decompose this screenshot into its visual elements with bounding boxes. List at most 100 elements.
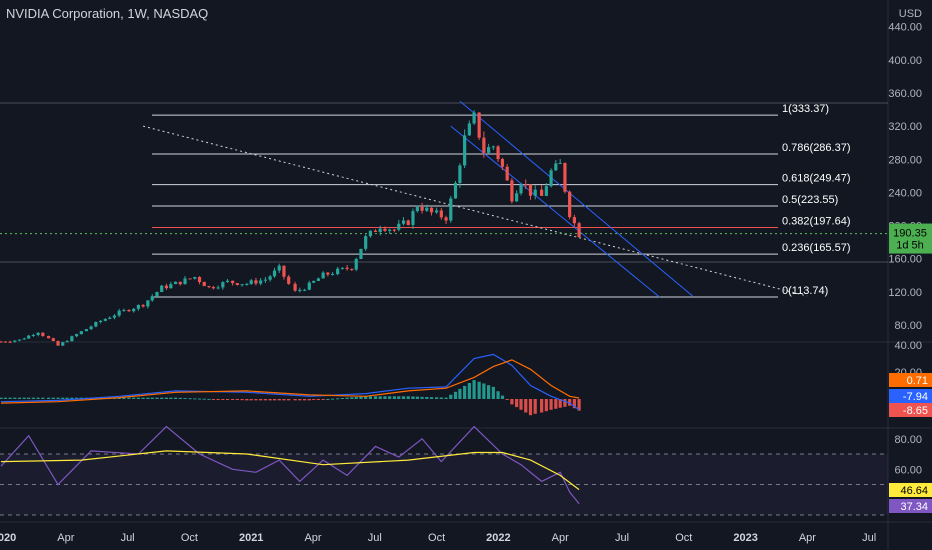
candle-body <box>240 284 244 286</box>
candle-body <box>302 289 307 291</box>
macd-histogram-bar <box>515 399 519 408</box>
candle-body <box>326 272 330 275</box>
y-tick-label: 40.00 <box>894 340 922 352</box>
candle-body <box>141 304 145 307</box>
macd-histogram-bar <box>373 396 378 399</box>
candle-body <box>127 309 131 312</box>
macd-histogram-bar <box>298 399 302 401</box>
candle-body <box>61 342 65 346</box>
macd-histogram-bar <box>263 399 267 401</box>
candle-body <box>577 223 581 238</box>
candle-body <box>500 159 505 167</box>
candle-body <box>193 277 197 279</box>
candle-body <box>528 184 533 196</box>
candle-body <box>150 296 154 301</box>
candle-body <box>160 285 164 293</box>
macd-histogram-bar <box>477 381 481 399</box>
x-tick-label: 2021 <box>239 532 263 544</box>
macd-histogram-bar <box>510 399 514 405</box>
macd-histogram-bar <box>249 399 253 401</box>
rsi-ma-value: 46.64 <box>900 485 928 497</box>
candle-body <box>411 211 415 225</box>
macd-histogram-bar <box>22 397 26 399</box>
candle-body <box>477 112 481 138</box>
macd-histogram-bar <box>435 397 439 399</box>
fib-level-label: 0.786(286.37) <box>782 142 851 154</box>
candle-body <box>336 268 340 275</box>
candle-body <box>383 228 387 231</box>
x-tick-label: 2023 <box>733 532 757 544</box>
candle-body <box>235 283 239 286</box>
macd-histogram-bar <box>65 397 69 399</box>
candle-body <box>84 329 88 332</box>
candle-body <box>425 207 429 211</box>
candle-body <box>108 317 112 319</box>
x-tick-label: Jul <box>368 532 382 544</box>
fib-level-label: 0(113.74) <box>782 285 828 297</box>
candle-body <box>225 280 230 283</box>
candle-body <box>164 285 169 289</box>
y-tick-label: 80.00 <box>894 320 922 332</box>
fib-level-label: 0.382(197.64) <box>782 216 851 228</box>
macd-histogram-bar <box>41 397 45 399</box>
macd-histogram-bar <box>340 397 344 399</box>
macd-histogram-bar <box>178 397 182 399</box>
candle-body <box>188 278 192 280</box>
candle-body <box>373 230 378 232</box>
macd-histogram-bar <box>254 399 258 401</box>
macd-histogram-bar <box>533 399 537 414</box>
macd-histogram-bar <box>31 397 35 399</box>
x-tick-label: 2020 <box>0 532 16 544</box>
candle-body <box>533 189 537 196</box>
candle-body <box>392 229 396 231</box>
candle-body <box>51 338 55 342</box>
x-tick-label: 2022 <box>486 532 510 544</box>
candle-body <box>254 280 258 284</box>
macd-histogram-bar <box>312 399 316 401</box>
candle-body <box>354 259 358 270</box>
y-tick-label: 240.00 <box>888 187 922 199</box>
candle-body <box>259 280 263 284</box>
candle-body <box>378 228 382 232</box>
last-price-badge <box>889 223 932 254</box>
y-tick-label: 80.00 <box>894 434 922 446</box>
candle-body <box>293 283 297 291</box>
macd-histogram-bar <box>383 396 387 399</box>
candle-body <box>415 206 419 212</box>
macd-histogram-bar <box>472 380 476 399</box>
macd-histogram-bar <box>519 399 523 410</box>
candle-body <box>487 147 491 153</box>
candle-body <box>197 277 202 283</box>
candle-body <box>75 334 79 337</box>
y-tick-label: 60.00 <box>894 464 922 476</box>
x-tick-label: Jul <box>121 532 135 544</box>
macd-histogram-bar <box>70 397 74 399</box>
candle-body <box>98 320 103 323</box>
x-tick-label: Apr <box>552 532 569 544</box>
macd-histogram-bar <box>46 397 51 399</box>
fib-level-label: 0.5(223.55) <box>782 194 838 206</box>
macd-histogram-bar <box>3 397 7 399</box>
macd-histogram-bar <box>439 397 443 399</box>
candle-body <box>406 220 410 225</box>
macd-histogram-bar <box>75 397 79 399</box>
candle-body <box>449 198 453 221</box>
candle-body <box>401 220 406 224</box>
macd-histogram-bar <box>302 399 307 401</box>
macd-histogram-bar <box>240 399 244 401</box>
macd-histogram-bar <box>364 396 368 399</box>
candle-body <box>169 284 173 289</box>
macd-histogram-bar <box>61 397 65 399</box>
macd-histogram-bar <box>231 399 235 400</box>
candle-body <box>316 278 321 281</box>
candle-body <box>46 336 51 339</box>
macd-histogram-bar <box>36 397 40 399</box>
macd-histogram-value-bg <box>889 403 932 417</box>
macd-histogram-bar <box>155 397 159 399</box>
candle-body <box>496 146 500 160</box>
currency-label: USD <box>898 8 922 20</box>
macd-histogram-bar <box>336 398 340 400</box>
candle-body <box>136 304 141 309</box>
macd-histogram-bar <box>444 397 448 399</box>
